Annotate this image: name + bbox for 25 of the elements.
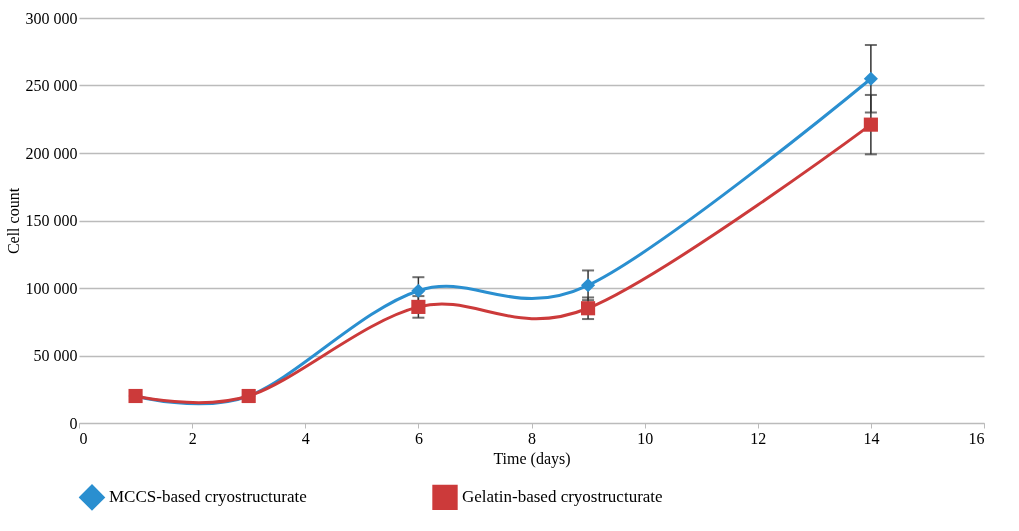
y-tick-label: 200 000 xyxy=(25,144,78,162)
y-tick-label: 250 000 xyxy=(25,77,78,94)
point xyxy=(580,278,596,293)
point xyxy=(863,117,878,132)
y-tick-label: 150 000 xyxy=(25,212,78,229)
y-tick-label: 100 000 xyxy=(25,279,78,297)
point xyxy=(580,301,596,316)
point xyxy=(863,71,878,86)
y-tick-label: 50 000 xyxy=(33,347,78,364)
y-tick-label: 0 xyxy=(69,414,78,432)
y-tick-label: 300 000 xyxy=(25,9,78,27)
x-tick-label: 6 xyxy=(414,429,423,447)
x-tick-label: 10 xyxy=(637,429,654,447)
x-tick-label: 14 xyxy=(863,429,880,447)
x-tick-label: 8 xyxy=(528,429,536,447)
x-tick-label: 4 xyxy=(301,429,310,447)
x-axis-title: Time (days) xyxy=(493,449,571,468)
legend-label: Gelatin-based cryostructurate xyxy=(462,487,663,507)
y-axis-title: Cell count xyxy=(4,187,22,255)
x-tick-label: 16 xyxy=(968,429,985,447)
x-tick-label: 12 xyxy=(750,429,767,447)
legend-label: MCCS-based cryostructurate xyxy=(109,487,307,507)
point xyxy=(411,299,426,314)
point xyxy=(411,283,426,298)
x-tick-label: 2 xyxy=(188,429,197,447)
